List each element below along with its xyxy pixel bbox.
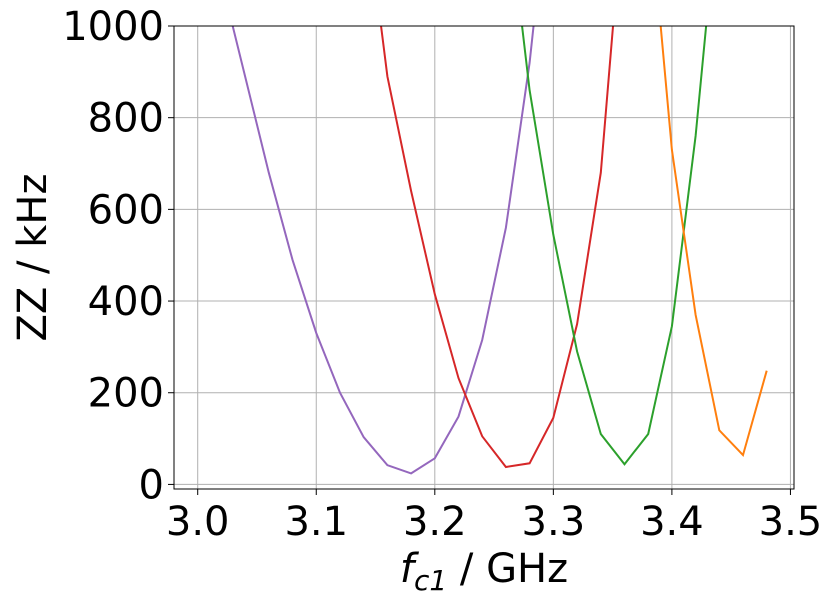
x-axis-label-unit: / GHz	[447, 546, 568, 592]
y-tick-label: 200	[88, 371, 164, 417]
series-line-3	[521, 26, 708, 466]
x-axis-label: fc1 / GHz	[400, 546, 568, 597]
x-tick-label: 3.4	[640, 499, 704, 545]
plot-frame	[173, 25, 795, 490]
series-layer	[231, 26, 768, 475]
y-tick-label: 0	[139, 462, 164, 508]
series-line-2	[380, 26, 615, 469]
x-tick-label: 3.3	[522, 499, 586, 545]
y-tick-label: 400	[88, 279, 164, 325]
x-tick-label: 3.5	[759, 499, 823, 545]
x-axis-label-sub: c1	[414, 564, 447, 597]
series-line-1	[231, 26, 535, 475]
y-tick-label: 1000	[62, 4, 164, 50]
x-tick-label: 3.0	[166, 499, 230, 545]
series-line-4	[659, 26, 768, 458]
x-tick-label: 3.2	[403, 499, 467, 545]
y-tick-label: 800	[88, 96, 164, 142]
x-tick-labels: 3.0 3.1 3.2 3.3 3.4 3.5	[166, 489, 822, 545]
y-tick-label: 600	[88, 187, 164, 233]
x-tick-label: 3.1	[284, 499, 348, 545]
y-tick-labels: 0 200 400 600 800 1000	[62, 4, 174, 508]
grid-layer	[174, 25, 794, 489]
y-axis-label: ZZ / kHz	[10, 174, 56, 342]
